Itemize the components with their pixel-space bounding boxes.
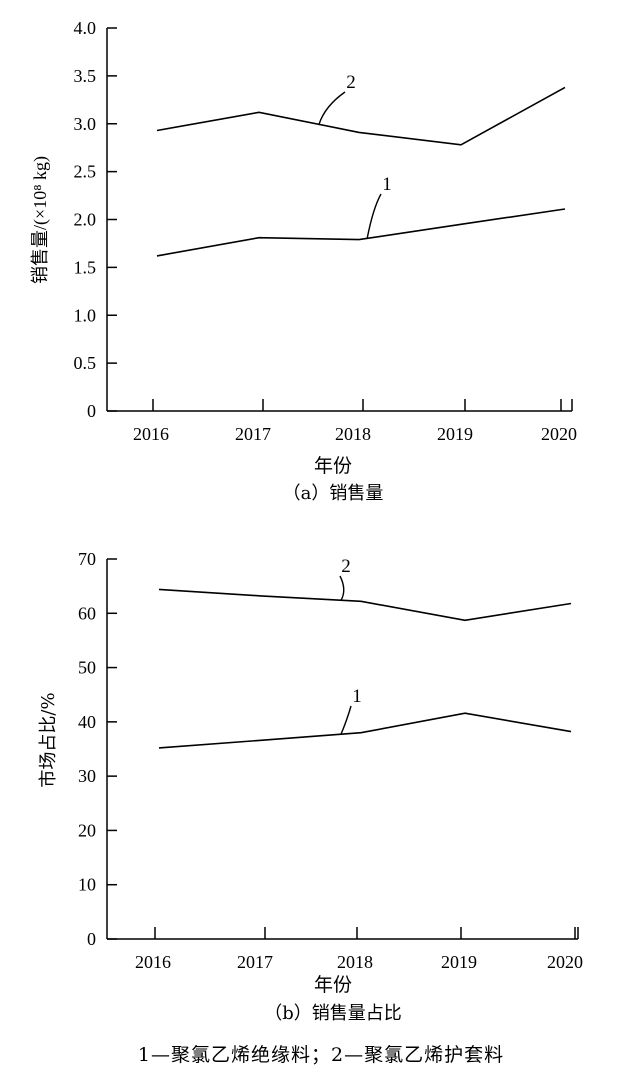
series-line-1 (156, 208, 566, 257)
x-tick-label: 2019 (441, 952, 477, 972)
y-tick-label: 2.5 (74, 162, 97, 182)
series-leader-line (340, 705, 352, 735)
y-tick-label: 0 (87, 401, 96, 421)
y-ticks: 0 0.5 1.0 1.5 2.0 2.5 3.0 3.5 4.0 (74, 18, 117, 421)
x-ticks: 2016 2017 2018 2019 2020 (133, 399, 577, 444)
series-label: 1 (352, 686, 362, 707)
x-tick-label: 2020 (541, 424, 577, 444)
y-tick-label: 10 (78, 875, 96, 895)
y-tick-label: 30 (78, 766, 96, 786)
y-tick-label: 50 (78, 658, 96, 678)
series-labels: 12 (318, 72, 392, 239)
x-tick-label: 2019 (437, 424, 473, 444)
y-axis-title: 市场占比/% (38, 692, 59, 787)
x-tick-label: 2020 (547, 952, 583, 972)
y-tick-label: 70 (78, 549, 96, 569)
x-tick-label: 2017 (237, 952, 273, 972)
series-label: 1 (382, 174, 392, 195)
y-tick-label: 60 (78, 603, 96, 623)
x-tick-label: 2016 (133, 424, 169, 444)
y-tick-label: 4.0 (74, 18, 97, 38)
y-tick-label: 2.0 (74, 210, 97, 230)
y-axis-title: 销售量/(×10⁸ kg) (30, 156, 51, 284)
y-tick-label: 3.0 (74, 114, 97, 134)
series-group (156, 86, 566, 257)
y-tick-label: 0.5 (74, 353, 97, 373)
series-labels: 12 (339, 556, 362, 735)
series-leader-line (318, 91, 346, 125)
y-ticks: 0 10 20 30 40 50 60 70 (78, 549, 117, 949)
y-tick-label: 3.5 (74, 66, 97, 86)
x-tick-label: 2016 (135, 952, 171, 972)
chart-caption: （b）销售量占比 (264, 1003, 402, 1024)
series-line-1 (158, 712, 572, 749)
y-tick-label: 1.0 (74, 305, 97, 325)
legend-caption: 1—聚氯乙烯绝缘料；2—聚氯乙烯护套料 (137, 1044, 505, 1066)
x-tick-label: 2017 (235, 424, 271, 444)
x-tick-label: 2018 (337, 952, 373, 972)
series-line-2 (158, 588, 572, 622)
x-ticks: 2016 2017 2018 2019 2020 (135, 927, 583, 972)
series-leader-line (366, 193, 382, 239)
series-label: 2 (346, 72, 356, 93)
series-leader-line (339, 575, 345, 601)
chart-sales-volume: 00.51.01.52.02.53.03.54.0 2016 2017 2018 20… (30, 18, 577, 504)
x-axis-title: 年份 (314, 455, 352, 477)
x-axis-title: 年份 (314, 974, 352, 996)
y-tick-label: 0 (87, 929, 96, 949)
series-group (158, 588, 572, 749)
series-label: 2 (341, 556, 351, 577)
y-tick-label: 20 (78, 820, 96, 840)
chart-caption: （a）销售量 (283, 483, 384, 504)
x-tick-label: 2018 (335, 424, 371, 444)
y-tick-label: 40 (78, 712, 96, 732)
y-tick-label: 1.5 (74, 257, 97, 277)
series-line-2 (156, 86, 566, 146)
